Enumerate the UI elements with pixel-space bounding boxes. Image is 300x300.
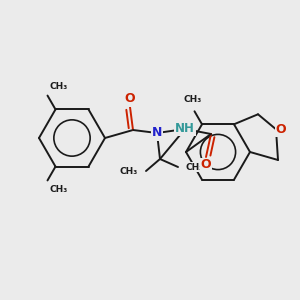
Text: CH₃: CH₃	[120, 167, 138, 176]
Text: CH₃: CH₃	[50, 82, 68, 91]
Text: O: O	[125, 92, 135, 106]
Text: O: O	[276, 123, 286, 136]
Text: O: O	[201, 158, 211, 172]
Text: N: N	[152, 127, 162, 140]
Text: CH₃: CH₃	[50, 185, 68, 194]
Text: CH₃: CH₃	[186, 163, 204, 172]
Text: CH₃: CH₃	[183, 95, 202, 104]
Text: NH: NH	[175, 122, 195, 136]
